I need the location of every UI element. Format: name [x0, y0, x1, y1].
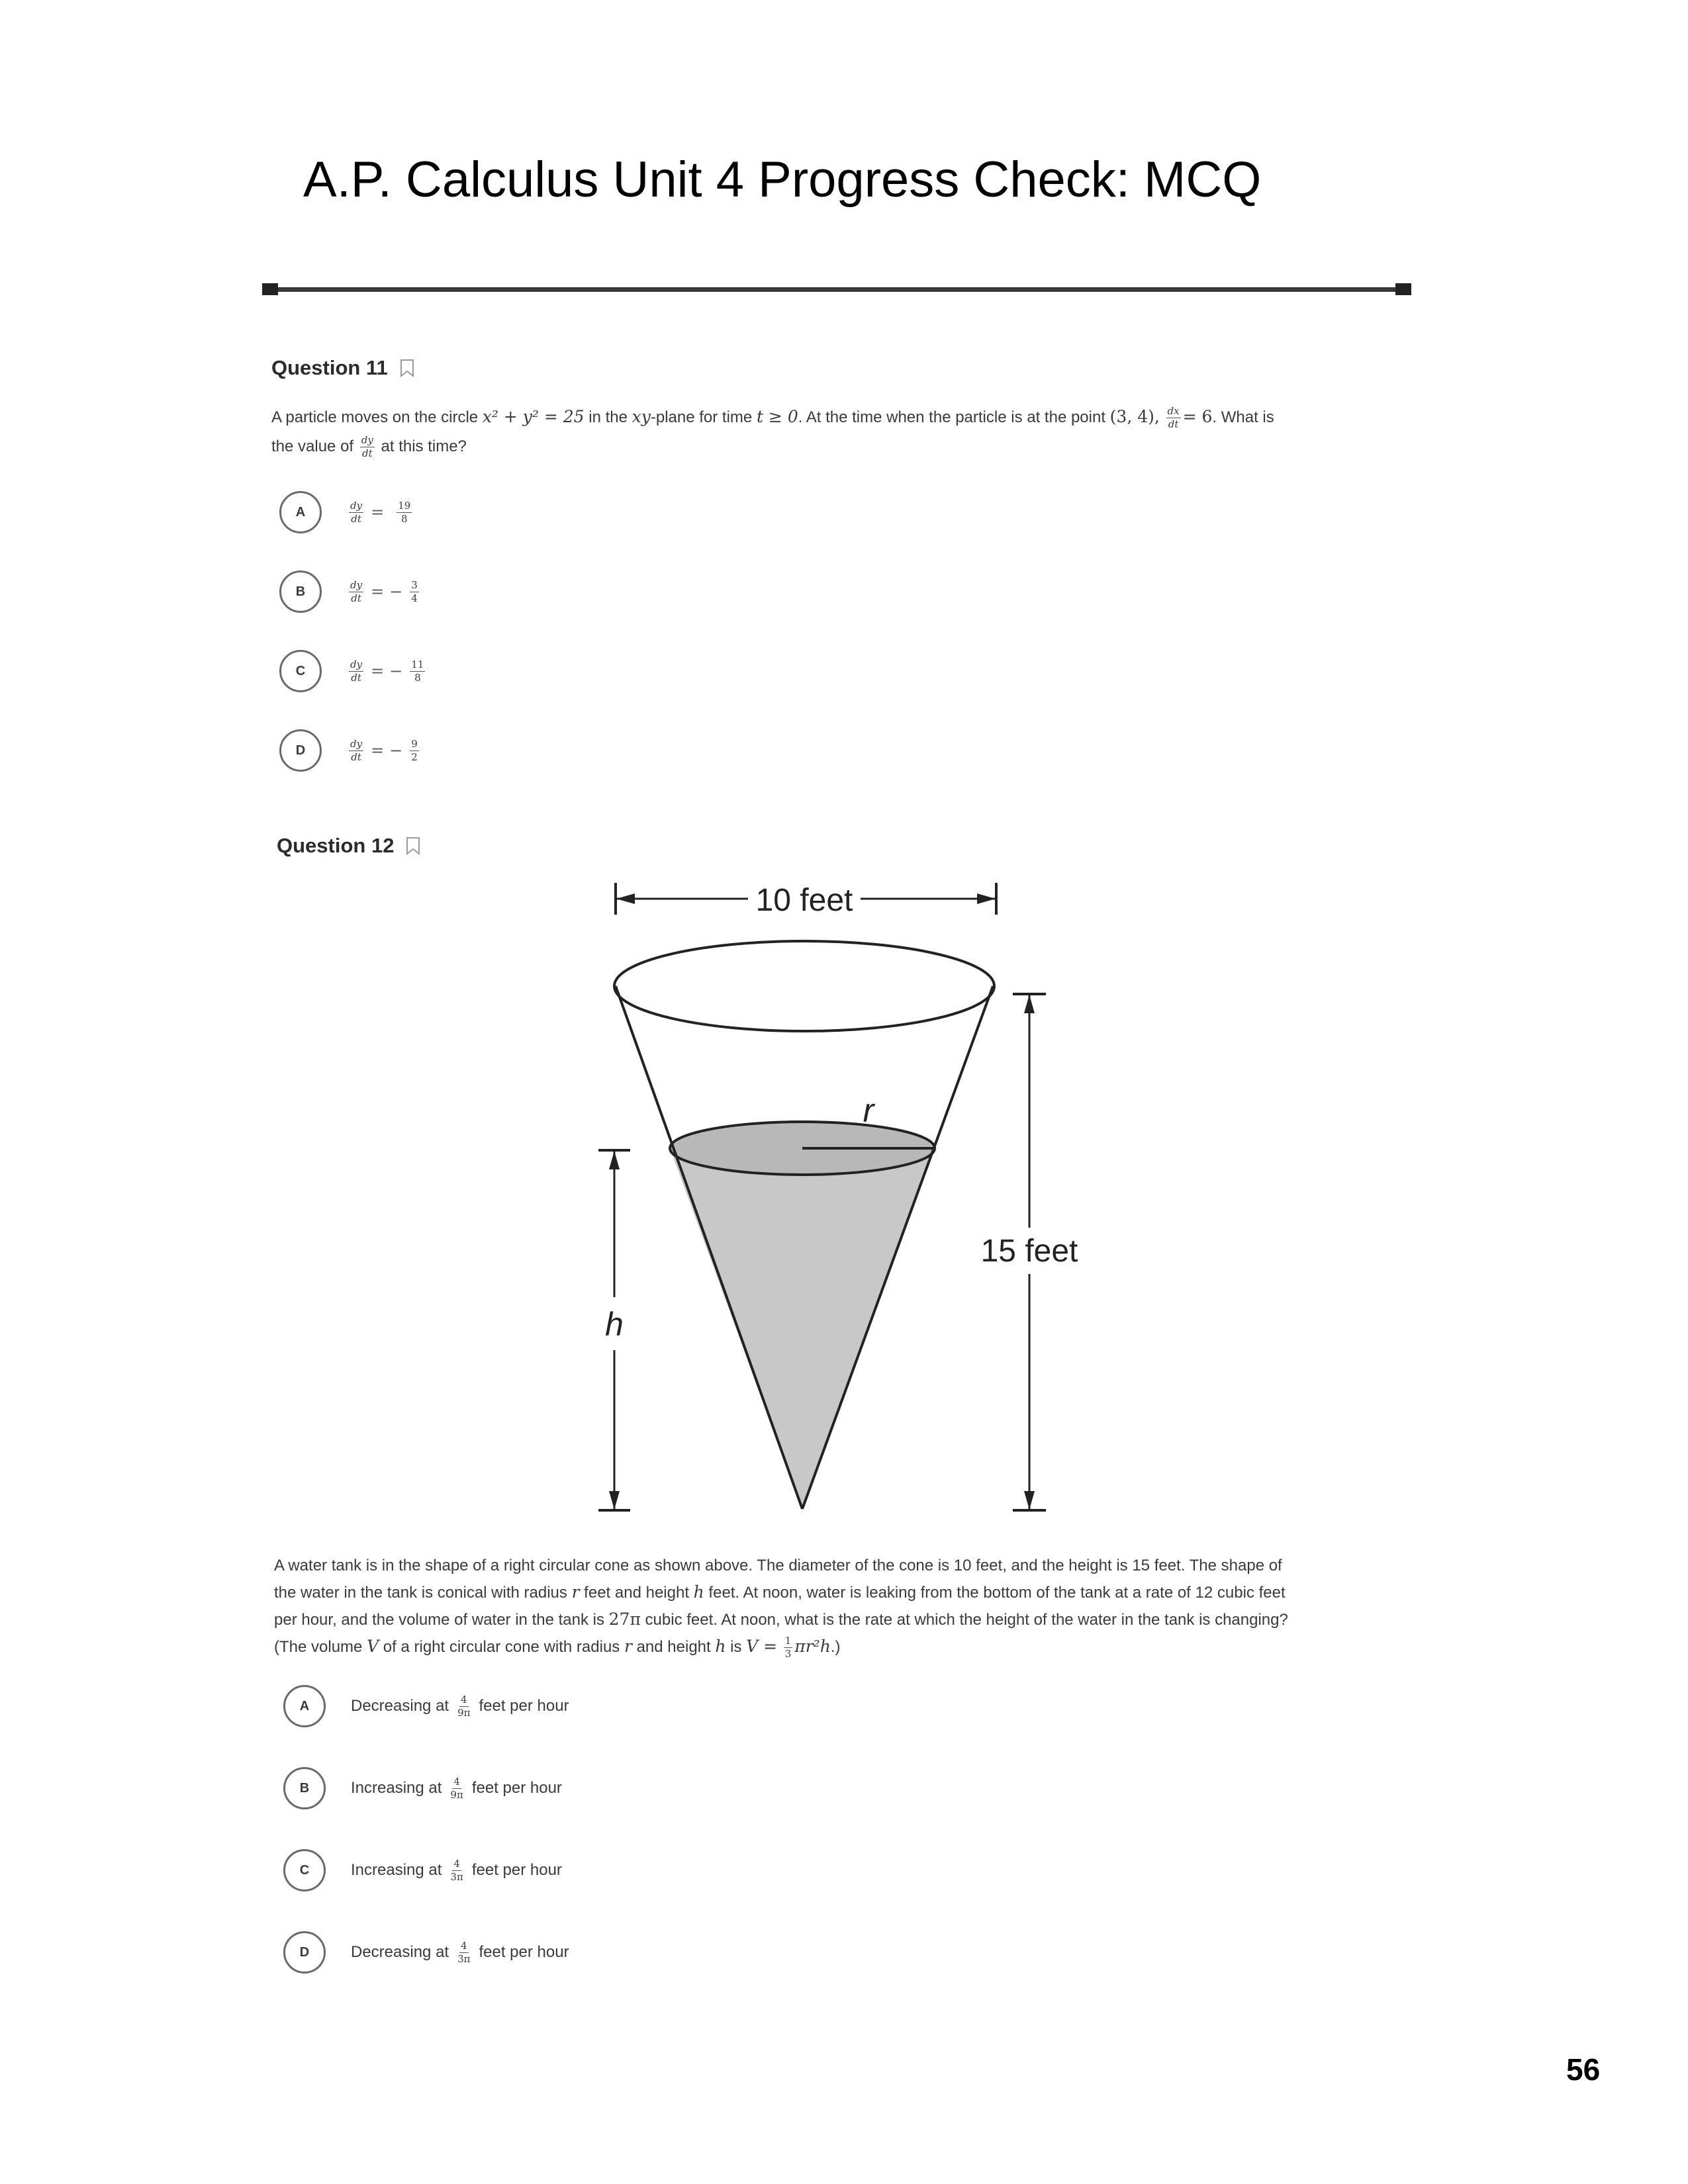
bookmark-icon[interactable]	[406, 837, 420, 855]
choice-letter-badge[interactable]: D	[279, 729, 322, 772]
question-12-line-1: A water tank is in the shape of a right …	[274, 1557, 1282, 1574]
bookmark-icon[interactable]	[400, 359, 414, 377]
question-11-label: Question 11	[271, 356, 388, 379]
question-11-line-2: the value of dy dt at this time?	[271, 434, 467, 460]
choice-letter-badge[interactable]: D	[283, 1931, 326, 1974]
dx-dt-fraction: dx dt	[1166, 405, 1181, 431]
water-cone	[670, 1148, 935, 1509]
choice-letter-badge[interactable]: A	[279, 491, 322, 533]
page-title: A.P. Calculus Unit 4 Progress Check: MCQ	[303, 152, 1262, 208]
question-12-line-2: the water in the tank is conical with ra…	[274, 1582, 1286, 1602]
choice-letter-badge[interactable]: C	[279, 650, 322, 692]
choice-letter-badge[interactable]: A	[283, 1685, 326, 1727]
question-11-header: Question 11	[271, 356, 414, 380]
choice-letter-badge[interactable]: C	[283, 1849, 326, 1891]
q11-choice-a[interactable]: A dy dt = 19 8	[279, 491, 414, 533]
question-12-line-4: (The volume V of a right circular cone w…	[274, 1635, 841, 1661]
choice-answer: Decreasing at 4 3π feet per hour	[351, 1939, 569, 1965]
choice-answer: dy dt = − 11 8	[349, 658, 426, 684]
choice-answer: Increasing at 4 3π feet per hour	[351, 1857, 562, 1883]
question-12-line-3: per hour, and the volume of water in the…	[274, 1610, 1288, 1629]
choice-answer: dy dt = 19 8	[349, 499, 412, 525]
tank-side-left	[614, 985, 804, 1510]
choice-answer: Increasing at 4 9π feet per hour	[351, 1775, 562, 1801]
question-11-text: A particle moves on the circle x² + y² =…	[271, 404, 1397, 460]
cone-tank-figure: 10 feet r h 15 feet	[598, 883, 1078, 1512]
q11-choice-c[interactable]: C dy dt = − 11 8	[279, 650, 427, 692]
q12-choice-d[interactable]: D Decreasing at 4 3π feet per hour	[283, 1931, 569, 1974]
question-11-line-1: A particle moves on the circle x² + y² =…	[271, 405, 1274, 431]
tank-side-right	[801, 985, 994, 1510]
radius-label: r	[863, 1092, 876, 1129]
height-label: 15 feet	[981, 1234, 1078, 1269]
tank-rim	[613, 940, 996, 1032]
question-12-label: Question 12	[277, 834, 395, 857]
diameter-label: 10 feet	[756, 883, 853, 918]
height-var-label: h	[605, 1306, 624, 1343]
dy-dt-fraction: dy dt	[359, 434, 375, 460]
q12-choice-a[interactable]: A Decreasing at 4 9π feet per hour	[283, 1685, 569, 1727]
title-divider	[262, 283, 1411, 295]
question-12-header: Question 12	[277, 834, 420, 858]
choice-letter-badge[interactable]: B	[279, 570, 322, 613]
choice-letter-badge[interactable]: B	[283, 1767, 326, 1809]
q12-choice-c[interactable]: C Increasing at 4 3π feet per hour	[283, 1849, 562, 1891]
page-number: 56	[1566, 2052, 1601, 2087]
q12-choice-b[interactable]: B Increasing at 4 9π feet per hour	[283, 1767, 562, 1809]
choice-answer: Decreasing at 4 9π feet per hour	[351, 1693, 569, 1719]
question-12-text: A water tank is in the shape of a right …	[274, 1553, 1413, 1661]
